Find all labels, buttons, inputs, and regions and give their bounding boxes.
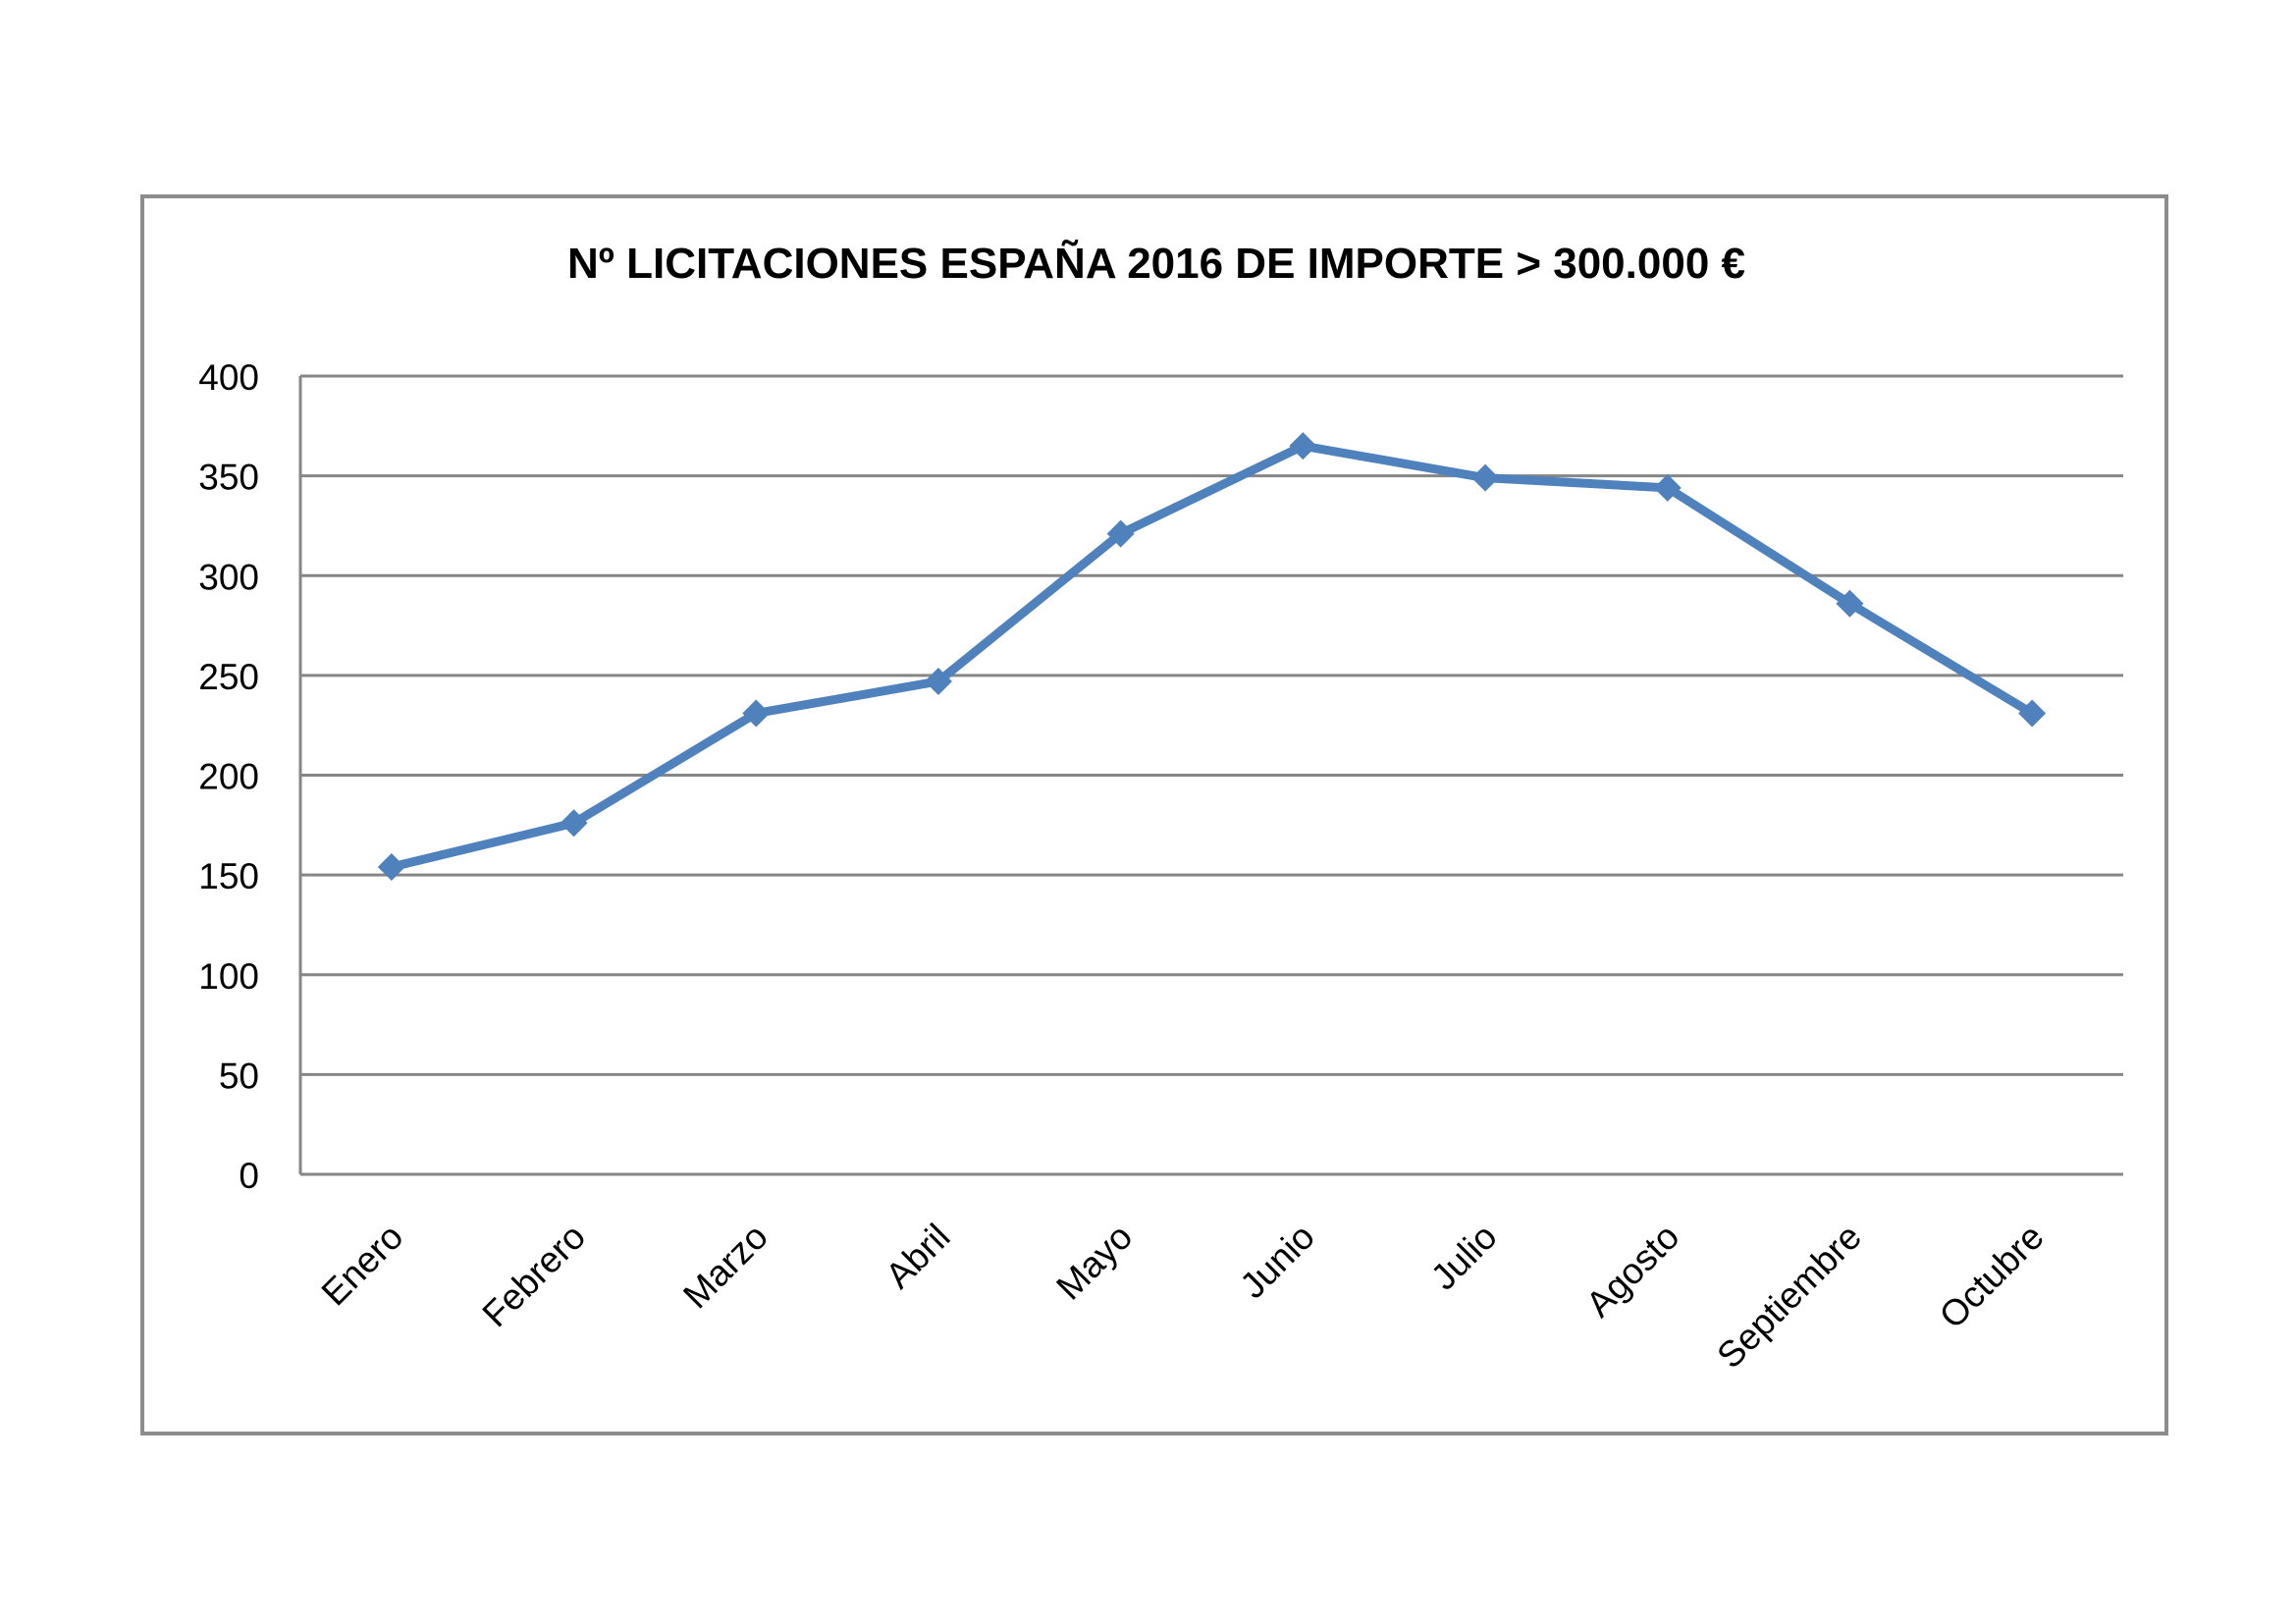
x-tick-label: Abril [878,1217,957,1296]
chart-frame [140,194,2168,1435]
data-point-marker [2018,699,2047,728]
data-point-marker [560,809,588,838]
x-tick-label: Julio [1423,1217,1505,1298]
x-tick-label: Febrero [475,1217,594,1335]
y-axis-tick-labels: 0 50 100 150 200 250 300 350 400 [198,357,259,1196]
y-tick-label: 400 [198,357,259,398]
x-tick-label: Agosto [1578,1217,1686,1325]
y-tick-label: 250 [198,657,259,697]
x-tick-label: Octubre [1932,1217,2052,1336]
y-tick-label: 0 [239,1156,259,1196]
y-tick-label: 200 [198,757,259,797]
y-tick-label: 150 [198,856,259,896]
y-tick-label: 300 [198,557,259,597]
x-axis-tick-labels: Enero Febrero Marzo Abril Mayo Junio Julio Agos… [314,1217,2052,1377]
grid-lines [300,374,2123,1176]
data-point-marker [377,852,405,881]
y-tick-label: 350 [198,458,259,498]
data-point-marker [1289,432,1317,460]
y-tick-label: 50 [219,1056,259,1096]
series-line [390,441,2035,872]
x-tick-label: Septiembre [1709,1217,1869,1377]
data-point-marker [1653,473,1682,502]
data-point-marker [1106,519,1135,548]
data-point-marker [742,699,771,728]
data-point-marker [1471,463,1500,492]
data-series [377,432,2047,881]
x-tick-label: Enero [314,1217,411,1314]
x-tick-label: Marzo [675,1217,775,1317]
y-tick-label: 100 [198,956,259,997]
chart-title: Nº LICITACIONES ESPAÑA 2016 DE IMPORTE >… [567,239,1745,288]
x-tick-label: Mayo [1048,1217,1140,1308]
x-tick-label: Junio [1232,1217,1322,1307]
data-point-marker [924,667,952,695]
data-point-marker [1836,589,1864,618]
